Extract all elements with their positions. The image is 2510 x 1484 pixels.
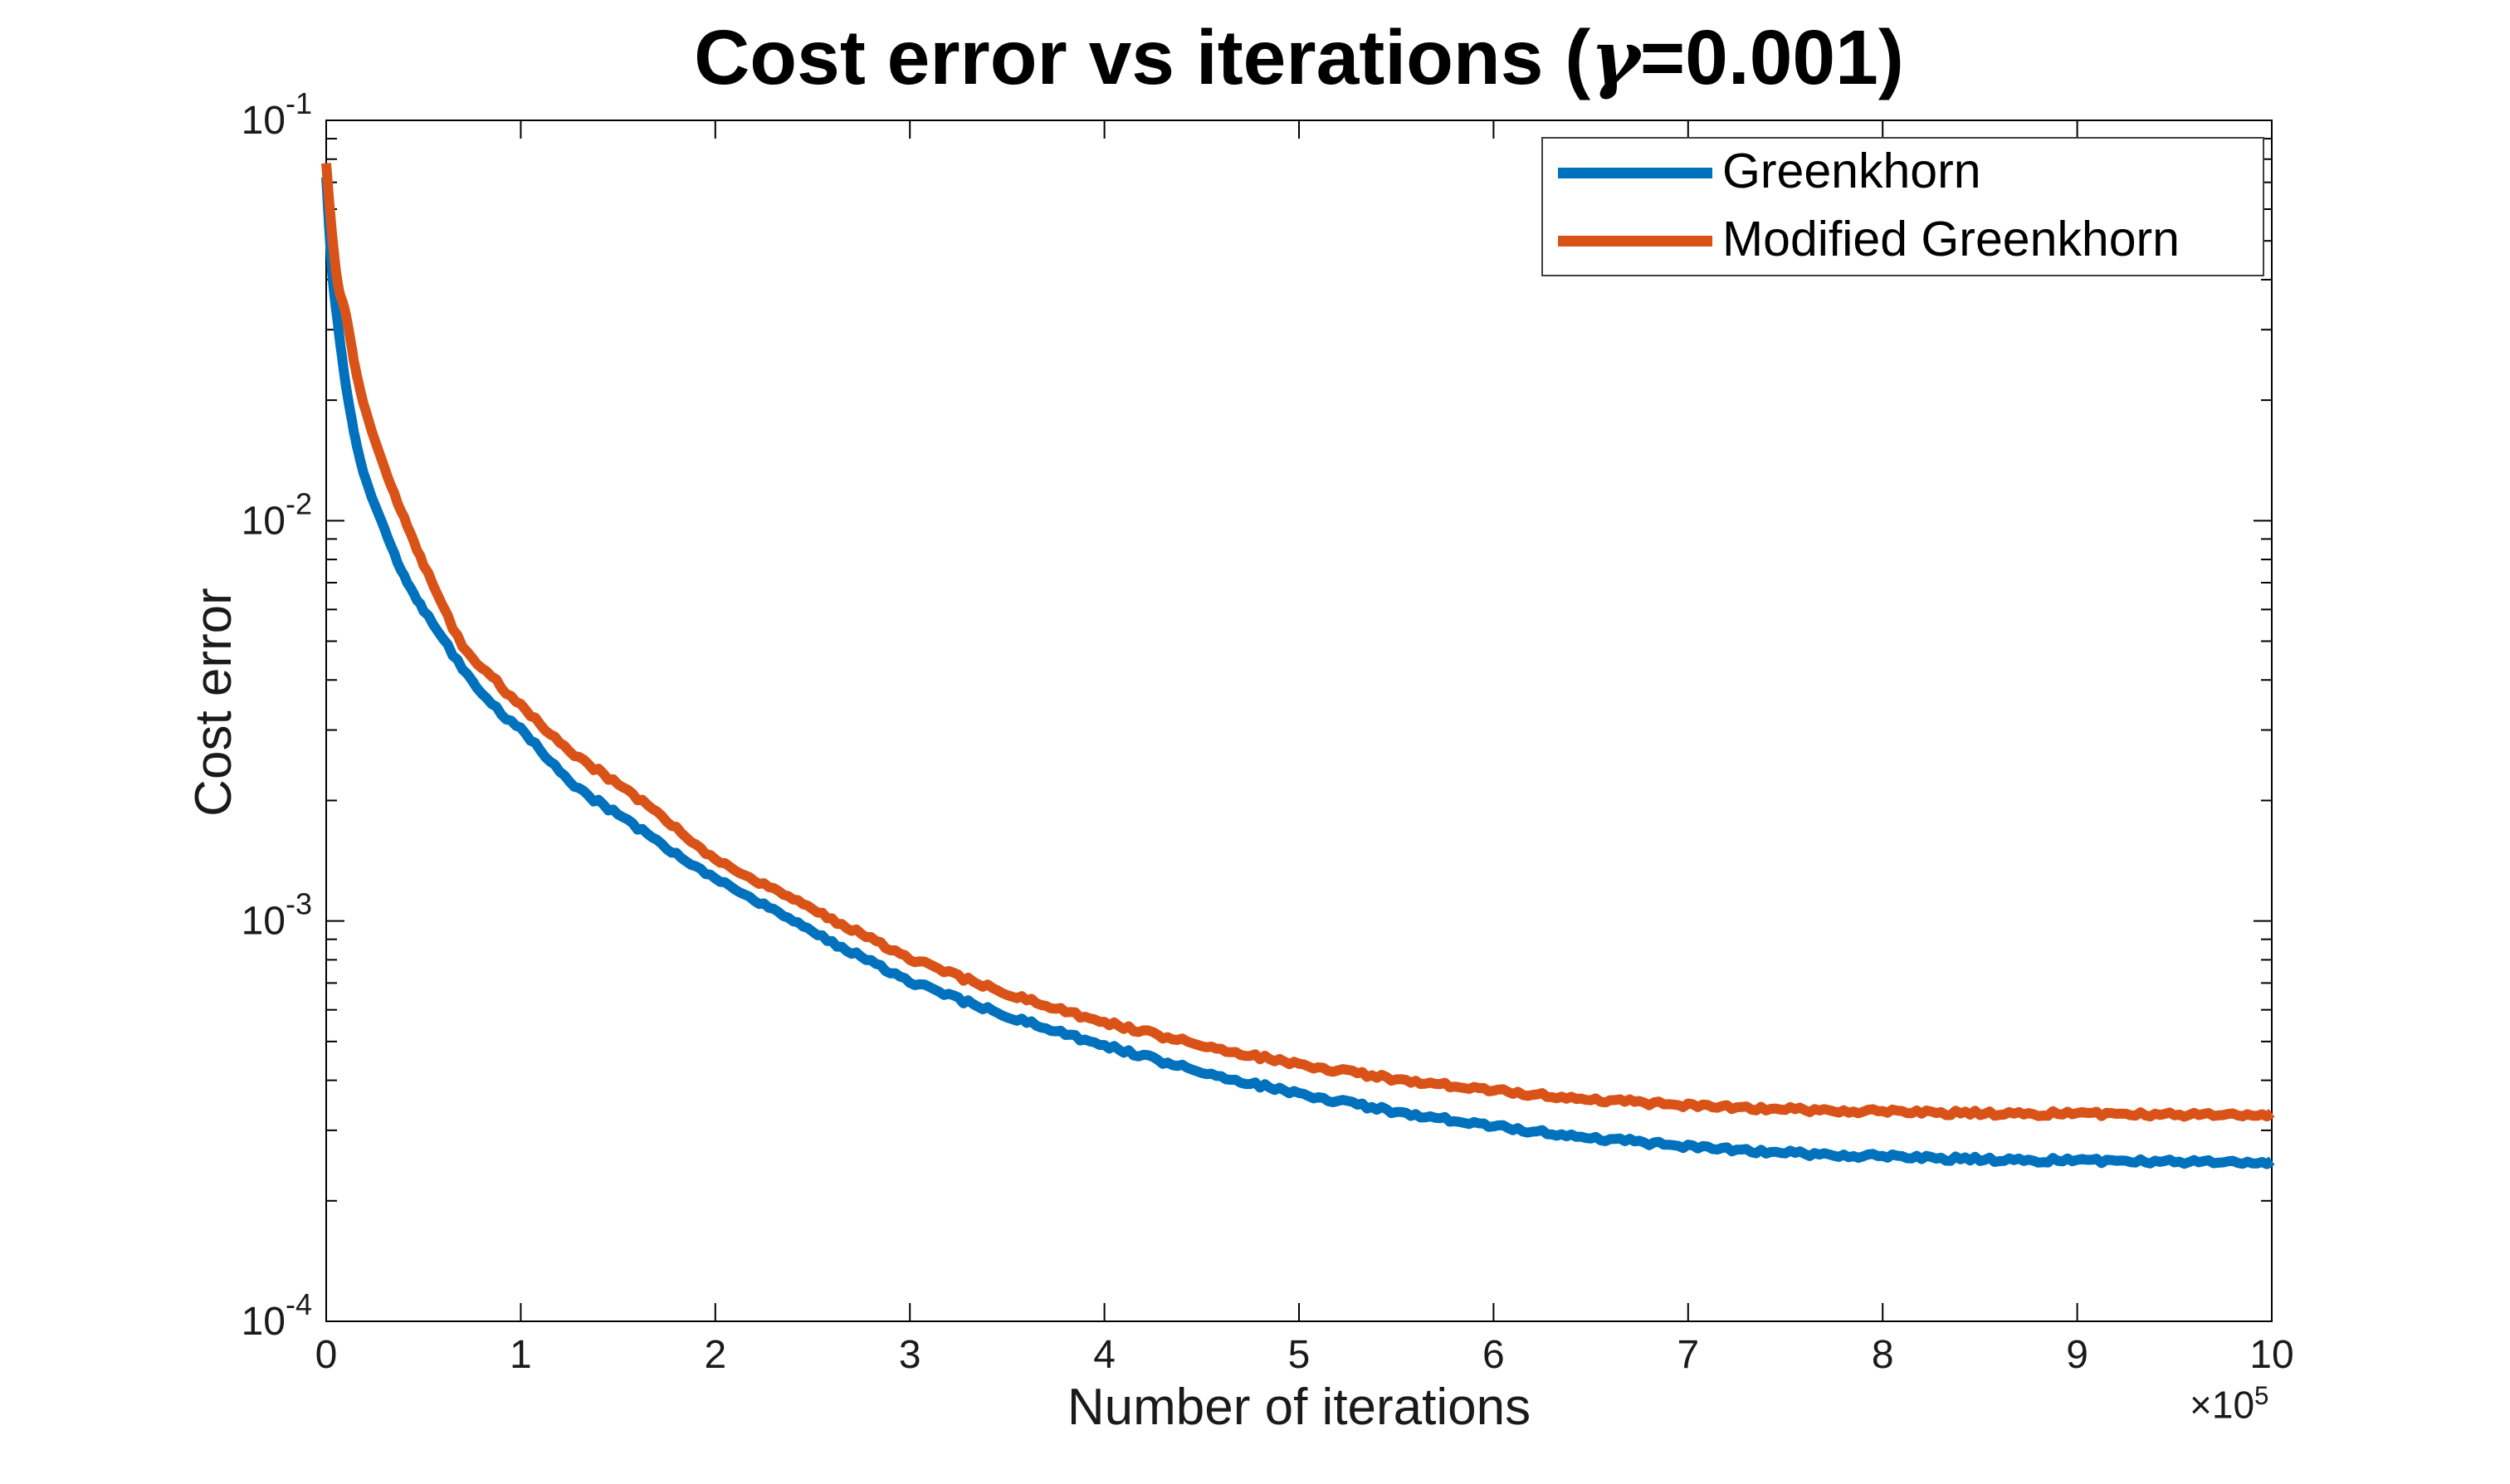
- chart-title-suffix: =0.001): [1639, 14, 1904, 100]
- y-axis-label: Cost error: [185, 588, 242, 817]
- x-tick-label-1: 1: [510, 1333, 532, 1377]
- x-tick-label-8: 8: [1872, 1333, 1894, 1377]
- offset-exp: 5: [2254, 1381, 2269, 1410]
- gamma-symbol: γ: [1590, 14, 1640, 102]
- offset-times: ×10: [2190, 1383, 2255, 1427]
- legend-label-greenkhorn: Greenkhorn: [1722, 143, 1981, 198]
- x-tick-label-9: 9: [2066, 1333, 2088, 1377]
- y-tick-label-1e-2: 10-2: [242, 486, 312, 543]
- x-axis-exponent-offset: ×105: [2190, 1381, 2268, 1427]
- legend-line-sample-modified-greenkhorn: [1558, 235, 1712, 247]
- axis-ticks: [325, 120, 2273, 1322]
- x-tick-label-4: 4: [1093, 1333, 1116, 1377]
- legend-label-modified-greenkhorn: Modified Greenkhorn: [1722, 211, 2180, 266]
- x-tick-label-7: 7: [1677, 1333, 1699, 1377]
- y-tick-label-1e-4: 10-4: [242, 1287, 312, 1344]
- chart-title-prefix: Cost error vs iterations (: [694, 14, 1591, 100]
- x-tick-label-10: 10: [2249, 1333, 2293, 1377]
- x-axis-label: Number of iterations: [1067, 1379, 1531, 1436]
- x-tick-label-2: 2: [704, 1333, 726, 1377]
- legend-line-sample-greenkhorn: [1558, 167, 1712, 178]
- legend-row-greenkhorn: Greenkhorn: [1558, 143, 2263, 198]
- axes-box: [325, 120, 2273, 1322]
- y-tick-label-1e-3: 10-3: [242, 887, 312, 944]
- x-tick-label-3: 3: [899, 1333, 921, 1377]
- data-curves: [321, 163, 2275, 1169]
- line-greenkhorn: [321, 177, 2275, 1169]
- x-tick-label-6: 6: [1482, 1333, 1505, 1377]
- legend-box: Greenkhorn Modified Greenkhorn: [1541, 137, 2264, 276]
- x-tick-label-0: 0: [315, 1333, 338, 1377]
- x-tick-label-5: 5: [1288, 1333, 1311, 1377]
- chart-title: Cost error vs iterations (γ=0.001): [326, 13, 2272, 102]
- legend-row-modified-greenkhorn: Modified Greenkhorn: [1558, 211, 2263, 266]
- line-modified-greenkhorn: [321, 163, 2275, 1122]
- y-tick-label-1e-1: 10-1: [242, 86, 312, 143]
